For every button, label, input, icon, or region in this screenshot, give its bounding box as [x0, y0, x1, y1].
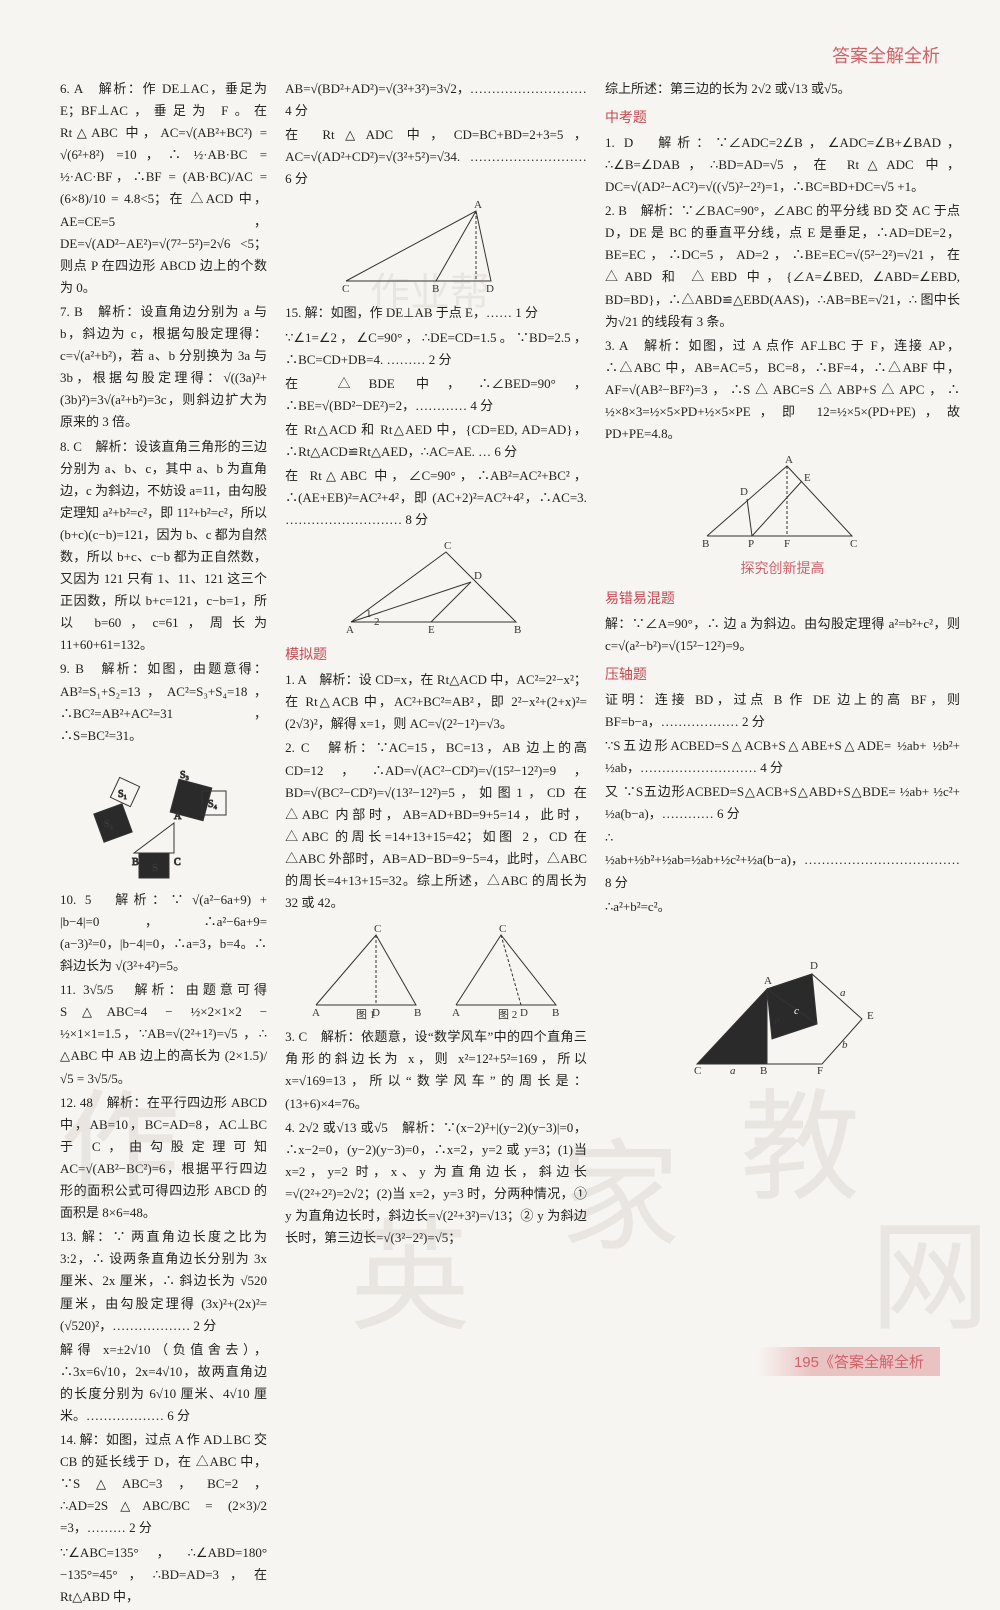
page-content: 6. A 解析：作 DE⊥AC，垂足为 E；BF⊥AC，垂足为 F。在 Rt△A…: [0, 76, 1000, 1610]
svg-text:D: D: [810, 960, 818, 972]
item-15d: 在 Rt△ACD 和 Rt△AED 中，{CD=ED, AD=AD}，∴Rt△A…: [285, 419, 587, 463]
mock-2: 2. C 解析：∵AC=15，BC=13，AB 边上的高 CD=12，∴AD=√…: [285, 737, 587, 914]
item-15c: 在 △BDE 中，∴∠BED=90°，∴BE=√(BD²−DE²)=2，……………: [285, 373, 587, 417]
figure-mock2: CA DB 图 1 CA BD 图 2: [285, 920, 587, 1020]
svg-text:D: D: [474, 570, 482, 582]
svg-text:E: E: [428, 624, 435, 636]
item-12: 12. 48 解析：在平行四边形 ABCD 中，AB=10，BC=AD=8，AC…: [60, 1092, 267, 1225]
press-1: 证明：连接 BD，过点 B 作 DE 边上的高 BF，则 BF=b−a，……………: [605, 689, 960, 733]
svg-text:b: b: [842, 1039, 848, 1051]
item-8: 8. C 解析：设该直角三角形的三边分别为 a、b、c，其中 a、b 为直角边，…: [60, 436, 267, 657]
page-header: 答案全解全析: [0, 0, 1000, 76]
svg-text:P: P: [748, 538, 754, 550]
item-14d: 在 Rt△ADC 中，CD=BC+BD=2+3=5，AC=√(AD²+CD²)=…: [285, 124, 587, 190]
zk-1: 1. D 解析：∵∠ADC=2∠B，∠ADC=∠B+∠BAD，∴∠B=∠DAB，…: [605, 132, 960, 198]
svg-text:F: F: [817, 1065, 823, 1074]
svg-text:C: C: [499, 923, 506, 935]
svg-text:B: B: [760, 1065, 767, 1074]
item-15a: 15. 解：如图，作 DE⊥AB 于点 E，…… 1 分: [285, 302, 587, 324]
item-14c: AB=√(BD²+AD²)=√(3²+3²)=3√2，……………………… 4 分: [285, 78, 587, 122]
item-10: 10. 5 解析：∵ √(a²−6a+9) + |b−4|=0，∴a²−6a+9…: [60, 889, 267, 977]
svg-text:A: A: [785, 454, 793, 466]
svg-text:E: E: [867, 1010, 874, 1022]
figure-item14: A C B D: [285, 196, 587, 296]
svg-text:D: D: [520, 1007, 528, 1019]
svg-text:S₁: S₁: [118, 789, 127, 800]
svg-text:C: C: [374, 923, 381, 935]
item-13a: 13. 解：∵ 两直角边长度之比为 3:2，∴ 设两条直角边长分别为 3x 厘米…: [60, 1226, 267, 1336]
mock-1: 1. A 解析：设 CD=x，在 Rt△ACD 中，AC²=2²−x²；在 Rt…: [285, 669, 587, 735]
press-3: 又 ∵S五边形ACBED=S△ACB+S△ABD+S△BDE= ½ab+ ½c²…: [605, 781, 960, 825]
svg-text:A: A: [312, 1007, 320, 1019]
mock-4-cont: 综上所述：第三边的长为 2√2 或√13 或√5。: [605, 78, 960, 100]
press-4: ∴ ½ab+½b²+½ab=½ab+½c²+½a(b−a)，……………………………: [605, 827, 960, 893]
item-14b: ∵∠ABC=135°，∴∠ABD=180°−135°=45°，∴BD=AD=3，…: [60, 1542, 267, 1608]
svg-text:a: a: [840, 987, 846, 999]
svg-text:S₂: S₂: [104, 819, 113, 830]
figure-press: C B F A E D a b c a b: [605, 924, 960, 1074]
svg-text:A: A: [452, 1007, 460, 1019]
svg-text:S: S: [152, 862, 158, 874]
figure-item15: C A B D E 1 2: [285, 537, 587, 637]
svg-text:C: C: [694, 1065, 701, 1074]
mock-title: 模拟题: [285, 643, 587, 667]
svg-text:B: B: [514, 624, 521, 636]
item-6: 6. A 解析：作 DE⊥AC，垂足为 E；BF⊥AC，垂足为 F。在 Rt△A…: [60, 78, 267, 299]
easy-problem: 解：∵∠A=90°，∴ 边 a 为斜边。由勾股定理得 a²=b²+c²，则 c=…: [605, 613, 960, 657]
item-7: 7. B 解析：设直角边分别为 a 与 b，斜边为 c，根据勾股定理得：c=√(…: [60, 301, 267, 434]
press-title: 压轴题: [605, 663, 960, 687]
svg-text:B: B: [552, 1007, 559, 1019]
item-15b: ∵∠1=∠2，∠C=90°，∴DE=CD=1.5。∵BD=2.5，∴BC=CD+…: [285, 327, 587, 371]
svg-text:C: C: [444, 540, 451, 552]
item-15e: 在 Rt△ABC 中，∠C=90°，∴AB²=AC²+BC²，∴(AE+EB)²…: [285, 465, 587, 531]
zk-2: 2. B 解析：∵∠BAC=90°，∠ABC 的平分线 BD 交 AC 于点 D…: [605, 200, 960, 333]
svg-text:图 2: 图 2: [498, 1008, 517, 1020]
svg-text:A: A: [346, 624, 354, 636]
svg-text:b: b: [774, 1015, 780, 1027]
explore-title: 探究创新提高: [605, 557, 960, 581]
svg-text:C: C: [850, 538, 857, 550]
svg-text:F: F: [784, 538, 790, 550]
item-14a: 14. 解：如图，过点 A 作 AD⊥BC 交 CB 的延长线于 D，在 △AB…: [60, 1429, 267, 1539]
svg-text:S₄: S₄: [208, 799, 218, 810]
column-1: 6. A 解析：作 DE⊥AC，垂足为 E；BF⊥AC，垂足为 F。在 Rt△A…: [60, 76, 267, 1610]
column-2: AB=√(BD²+AD²)=√(3²+3²)=3√2，……………………… 4 分…: [285, 76, 587, 1610]
press-2: ∵S五边形ACBED=S△ACB+S△ABE+S△ADE= ½ab+ ½b²+ …: [605, 735, 960, 779]
zk-3: 3. A 解析：如图，过 A 点作 AF⊥BC 于 F，连接 AP，∴△ABC …: [605, 335, 960, 445]
mock-3: 3. C 解析：依题意，设“数学风车”中的四个直角三角形的斜边长为 x，则 x²…: [285, 1026, 587, 1114]
svg-text:B: B: [414, 1007, 421, 1019]
svg-text:E: E: [804, 472, 811, 484]
svg-text:B: B: [132, 857, 139, 868]
page-footer: 195《答案全解全析: [758, 1347, 940, 1376]
svg-text:A: A: [474, 199, 482, 211]
svg-text:B: B: [432, 283, 439, 295]
item-11: 11. 3√5/5 解析：由题意可得 S△ABC=4 − ½×2×1×2 − ½…: [60, 979, 267, 1089]
item-9: 9. B 解析：如图，由题意得：AB²=S₁+S₂=13，AC²=S₃+S₄=1…: [60, 658, 267, 746]
svg-text:c: c: [794, 1005, 799, 1017]
svg-text:C: C: [342, 283, 349, 295]
svg-text:B: B: [702, 538, 709, 550]
press-5: ∴a²+b²=c²。: [605, 896, 960, 918]
zhongkao-title: 中考题: [605, 106, 960, 130]
item-13b: 解得 x=±2√10（负值舍去），∴3x=6√10，2x=4√10，故两直角边的…: [60, 1339, 267, 1427]
svg-text:A: A: [764, 975, 772, 987]
figure-item9: S S₂ S₁ S₃ S₄ B C A: [60, 753, 267, 883]
easy-title: 易错易混题: [605, 587, 960, 611]
svg-text:S₃: S₃: [180, 770, 189, 781]
column-3: 综上所述：第三边的长为 2√2 或√13 或√5。 中考题 1. D 解析：∵∠…: [605, 76, 960, 1610]
svg-text:D: D: [740, 486, 748, 498]
svg-text:D: D: [486, 283, 494, 295]
svg-text:图 1: 图 1: [356, 1008, 375, 1020]
mock-4: 4. 2√2 或√13 或√5 解析：∵(x−2)²+|(y−2)(y−3)|=…: [285, 1117, 587, 1250]
figure-zk3: AE D B P F C: [605, 451, 960, 551]
svg-text:A: A: [174, 811, 182, 822]
svg-text:1: 1: [366, 608, 372, 620]
svg-text:C: C: [174, 857, 181, 868]
svg-text:a: a: [730, 1065, 736, 1074]
svg-text:2: 2: [374, 616, 380, 628]
